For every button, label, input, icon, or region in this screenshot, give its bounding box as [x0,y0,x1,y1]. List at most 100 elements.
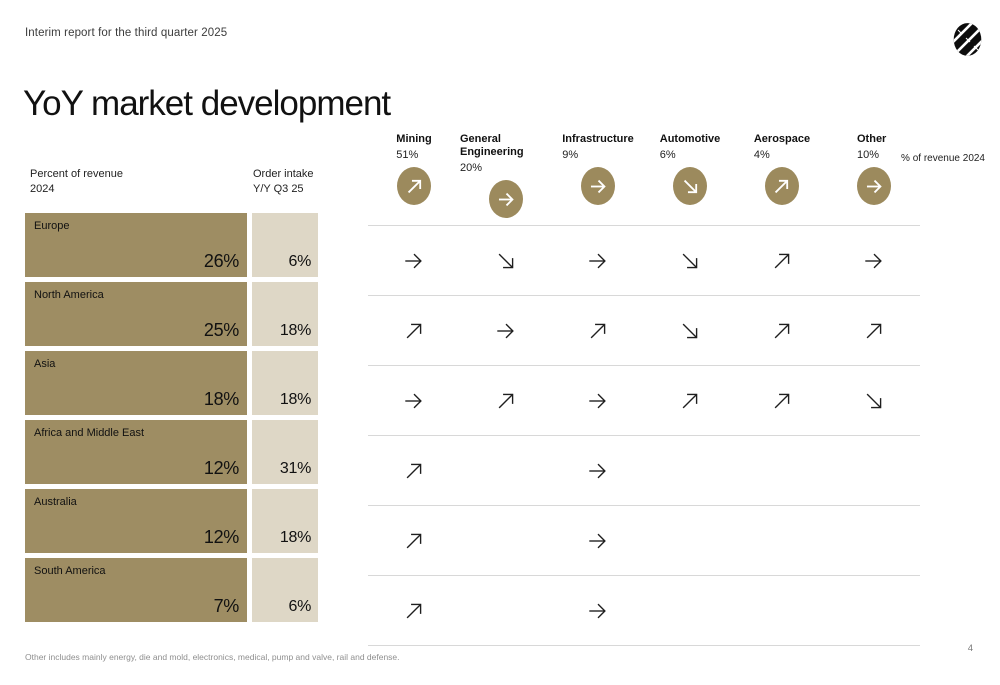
trend-up-icon [407,179,421,193]
trend-cell [828,250,920,272]
region-order-intake-value: 18% [279,529,311,546]
trend-up-icon [774,253,790,268]
region-row: Australia 12% 18% [25,489,318,553]
segment-header: Infrastructure 9% [552,133,644,218]
report-label: Interim report for the third quarter 202… [25,27,228,39]
trend-matrix: Mining 51% General Engineering 20% Infra… [368,133,985,646]
region-order-intake-bar: 18% [252,489,318,553]
region-row: North America 25% 18% [25,282,318,346]
trend-cell [736,250,828,272]
region-order-intake-bar: 18% [252,282,318,346]
region-revenue-bar: Africa and Middle East 12% [25,420,247,484]
page-title: YoY market development [23,84,391,123]
segment-trend-circle-automotive [673,167,707,205]
region-revenue-share: 7% [213,596,240,616]
segment-label: General Engineering [460,133,524,158]
segment-trend-circle-infrastructure [581,167,615,205]
region-revenue-bar: Asia 18% [25,351,247,415]
trend-row [368,506,920,576]
order-intake-column-header: Order intake Y/Y Q3 25 [253,168,314,195]
trend-cell [368,320,460,342]
segment-headers: Mining 51% General Engineering 20% Infra… [368,133,920,218]
trend-flat-icon [405,393,422,408]
trend-flat-icon [590,179,606,193]
trend-down-icon [682,253,698,268]
trend-cell [460,390,552,412]
trend-cell [460,250,552,272]
segment-header: Mining 51% [368,133,460,218]
region-name: Australia [34,496,77,508]
footnote: Other includes mainly energy, die and mo… [25,652,400,662]
trend-up-icon [774,393,790,408]
segment-header: Other 10% [828,133,920,218]
trend-up-icon [406,603,422,618]
segment-header: Automotive 6% [644,133,736,218]
trend-cell [644,250,736,272]
trend-rows [368,225,920,646]
segment-label: Aerospace [753,133,811,145]
trend-cell [552,320,644,342]
region-revenue-bar: South America 7% [25,558,247,622]
trend-cell [644,390,736,412]
segment-share: 4% [753,149,770,161]
trend-cell [368,460,460,482]
region-order-intake-value: 6% [288,253,311,270]
trend-cell [736,320,828,342]
segment-share: 9% [562,149,579,161]
region-row: South America 7% 6% [25,558,318,622]
region-row: Europe 26% 6% [25,213,318,277]
segment-label: Infrastructure [562,133,634,145]
trend-up-icon [406,533,422,548]
trend-cell [552,250,644,272]
segment-share: 10% [857,149,880,161]
region-table-headers: Percent of revenue 2024 Order intake Y/Y… [25,167,318,213]
trend-down-icon [498,253,514,268]
trend-up-icon [406,323,422,338]
trend-flat-icon [589,253,606,268]
trend-up-icon [775,179,789,193]
region-order-intake-bar: 6% [252,213,318,277]
revenue-column-header: Percent of revenue 2024 [30,168,123,195]
trend-up-icon [590,323,606,338]
region-name: South America [34,565,106,577]
region-revenue-bar: Australia 12% [25,489,247,553]
region-name: Africa and Middle East [34,427,145,439]
region-order-intake-value: 18% [279,391,311,408]
trend-cell [552,530,644,552]
region-order-intake-value: 18% [279,322,311,339]
trend-cell [460,320,552,342]
segment-trend-circle-aerospace [764,167,799,205]
trend-flat-icon [498,192,514,206]
trend-cell [828,320,920,342]
region-revenue-share: 25% [203,320,239,340]
segment-trend-circle-other [857,167,891,205]
share-note: % of revenue 2024 [901,153,985,164]
trend-flat-icon [497,323,514,338]
segment-share: 51% [396,149,419,161]
region-table: Percent of revenue 2024 Order intake Y/Y… [25,167,318,627]
trend-flat-icon [589,393,606,408]
segment-label: Other [857,133,887,145]
region-order-intake-bar: 18% [252,351,318,415]
company-logo [953,23,982,56]
region-revenue-bar: Europe 26% [25,213,247,277]
trend-down-icon [682,323,698,338]
region-revenue-share: 12% [203,458,239,478]
segment-trend-circle-general-engineering [489,180,523,218]
trend-row [368,576,920,646]
segment-header: General Engineering 20% [460,133,552,218]
trend-cell [828,390,920,412]
trend-cell [368,390,460,412]
region-revenue-bar: North America 25% [25,282,247,346]
trend-up-icon [682,393,698,408]
trend-down-icon [866,393,882,408]
region-revenue-share: 26% [203,251,239,271]
trend-flat-icon [866,179,882,193]
segment-share: 20% [460,162,483,174]
trend-cell [368,250,460,272]
trend-down-icon [683,179,697,193]
trend-up-icon [498,393,514,408]
trend-flat-icon [589,463,606,478]
trend-cell [368,600,460,622]
